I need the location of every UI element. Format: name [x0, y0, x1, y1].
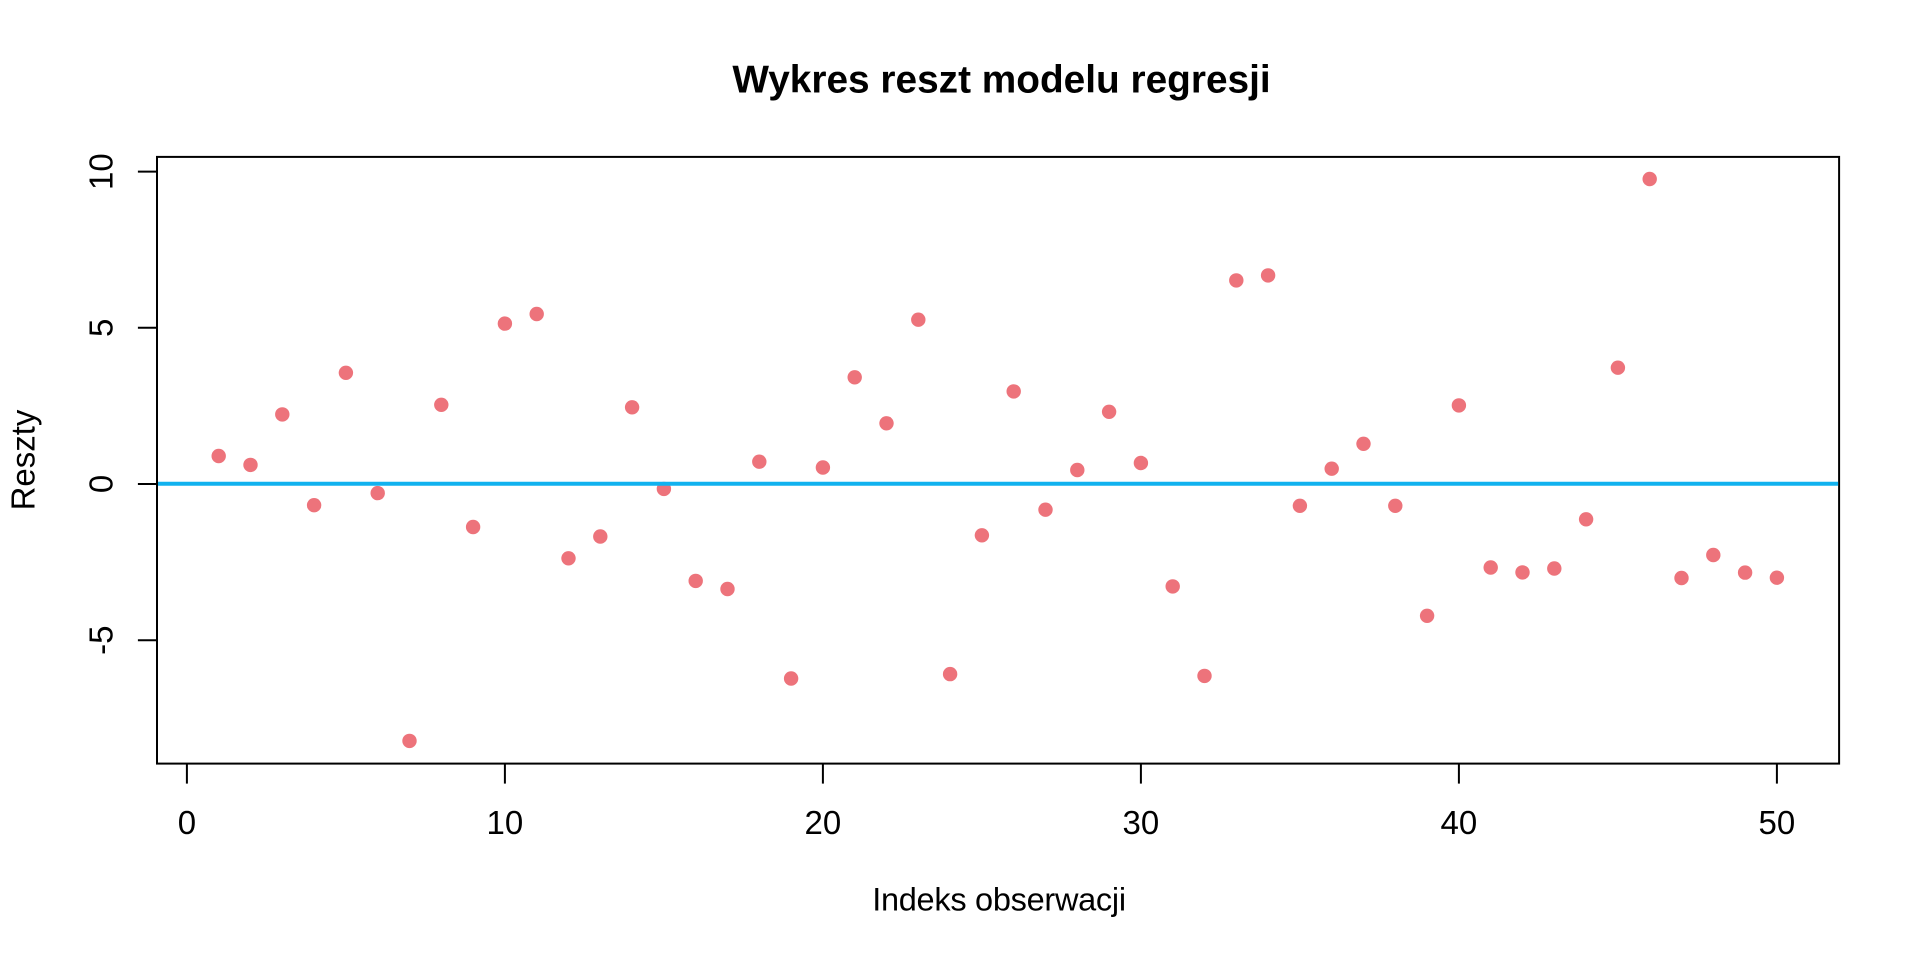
svg-text:30: 30: [1123, 804, 1160, 841]
svg-text:10: 10: [487, 804, 524, 841]
svg-text:0: 0: [82, 475, 119, 493]
svg-text:20: 20: [805, 804, 842, 841]
svg-text:50: 50: [1759, 804, 1796, 841]
svg-text:-5: -5: [82, 626, 119, 655]
svg-text:10: 10: [82, 153, 119, 190]
svg-text:Reszty: Reszty: [5, 409, 42, 510]
svg-text:0: 0: [178, 804, 196, 841]
svg-text:40: 40: [1441, 804, 1478, 841]
svg-text:Wykres reszt modelu regresji: Wykres reszt modelu regresji: [732, 59, 1270, 102]
svg-text:Indeks obserwacji: Indeks obserwacji: [872, 882, 1126, 918]
svg-text:5: 5: [82, 319, 119, 337]
